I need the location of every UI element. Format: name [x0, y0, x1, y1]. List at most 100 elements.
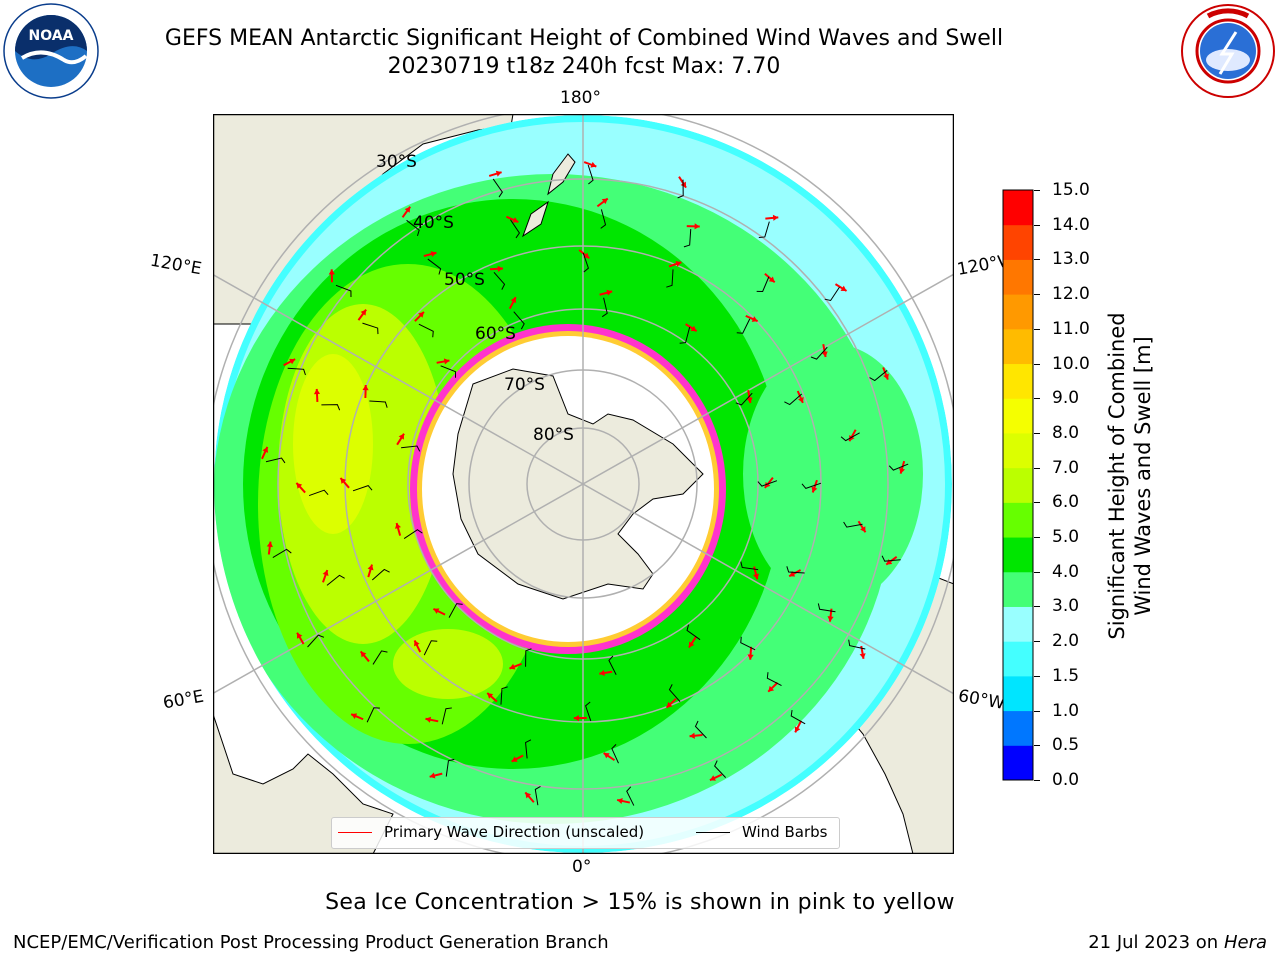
- map-legend: Primary Wave Direction (unscaled) Wind B…: [331, 817, 840, 849]
- colorbar-tick-label: 14.0: [1052, 214, 1090, 235]
- footer-branch: NCEP/EMC/Verification Post Processing Pr…: [13, 932, 609, 953]
- lon-label-180: 180°: [560, 88, 601, 108]
- wave-arrow-head: [322, 570, 329, 576]
- colorbar-tick-mark: [1034, 537, 1040, 539]
- wave-arrow-head: [497, 265, 503, 272]
- wave-arrow-head: [266, 541, 273, 548]
- colorbar-segment: [1003, 224, 1033, 260]
- wind-barb: [686, 624, 701, 641]
- wind-barb: [492, 178, 503, 198]
- noaa-logo: NOAA: [3, 3, 99, 99]
- land-new-zealand: [522, 153, 576, 238]
- wave-arrow-head: [425, 716, 432, 723]
- wave-arrow-head: [899, 467, 905, 474]
- colorbar-tick-mark: [1034, 502, 1040, 504]
- wind-barb: [587, 164, 594, 185]
- colorbar-tick-label: 5.0: [1052, 527, 1080, 548]
- legend-wave-label: Primary Wave Direction (unscaled): [384, 823, 645, 841]
- colorbar-tick-mark: [1034, 571, 1040, 573]
- wind-barb: [510, 219, 521, 239]
- wind-barb: [888, 463, 909, 471]
- wind-barb: [362, 322, 379, 335]
- colorbar-tick-mark: [1034, 224, 1040, 226]
- wind-barb: [840, 432, 860, 442]
- wind-barb: [513, 311, 525, 330]
- wind-barb: [848, 639, 866, 650]
- svg-text:NOAA: NOAA: [29, 28, 74, 44]
- colorbar-segment: [1003, 675, 1033, 712]
- colorbar-border: [1002, 189, 1034, 781]
- wave-arrow-head: [599, 669, 605, 677]
- colorbar-tick-mark: [1034, 745, 1040, 747]
- wave-arrow-head: [395, 523, 401, 529]
- wind-barb: [626, 786, 635, 806]
- wind-barb: [740, 636, 756, 651]
- wind-barb: [766, 672, 782, 687]
- wind-barb: [366, 707, 380, 723]
- wave-arrow-head: [573, 715, 579, 722]
- wind-barb: [335, 284, 352, 298]
- chart-title-line2: 20230719 t18z 240h fcst Max: 7.70: [387, 54, 781, 79]
- wave-arrow-head: [418, 311, 424, 318]
- colorbar-tick-label: 13.0: [1052, 249, 1090, 270]
- wind-barb: [756, 276, 770, 293]
- wind-barb: [352, 485, 373, 492]
- legend-wave-entry: Primary Wave Direction (unscaled): [338, 823, 644, 841]
- wave-arrow-head: [797, 396, 804, 403]
- wind-barb: [493, 271, 506, 290]
- colorbar-tick-label: 15.0: [1052, 180, 1090, 200]
- wind-barb: [308, 489, 329, 497]
- wave-arrow-head: [603, 753, 610, 759]
- wave-arrow-head: [510, 297, 517, 304]
- colorbar-tick-label: 4.0: [1052, 561, 1080, 582]
- wind-barb: [694, 720, 707, 739]
- wind-barb: [740, 561, 759, 571]
- wind-barb: [810, 346, 828, 360]
- wind-barb: [500, 686, 508, 705]
- lat-label-40s: 40°S: [413, 213, 454, 233]
- lon-label-0: 0°: [572, 857, 592, 877]
- colorbar-segment: [1003, 432, 1033, 469]
- wave-arrow-head: [764, 481, 771, 488]
- wave-arrow-head: [753, 573, 760, 580]
- wind-barb: [790, 709, 806, 725]
- land-antarctica: [452, 368, 704, 600]
- colorbar-tick-mark: [1034, 710, 1040, 712]
- wind-barb: [403, 529, 423, 540]
- wind-barb: [525, 648, 532, 667]
- wave-arrow-head: [404, 206, 411, 213]
- wind-barb: [585, 701, 592, 722]
- footer-date: 21 Jul 2023 on Hera: [1088, 932, 1267, 953]
- wind-barb: [448, 603, 463, 618]
- wind-barb: [683, 229, 692, 248]
- nws-logo: [1181, 4, 1275, 98]
- wind-barb: [272, 548, 292, 558]
- colorbar-tick-mark: [1034, 467, 1040, 469]
- wind-barb: [372, 650, 388, 665]
- colorbar-tick-label: 0.5: [1052, 735, 1080, 756]
- wave-arrow-head: [746, 397, 753, 403]
- colorbar-segment: [1003, 641, 1033, 677]
- wind-barb: [824, 286, 840, 302]
- wind-barb: [784, 393, 803, 406]
- wave-arrow-head: [509, 663, 516, 670]
- wave-arrow-head: [340, 477, 347, 484]
- lon-label-60w: 60°W: [956, 686, 1007, 714]
- wind-barb: [881, 555, 901, 562]
- colorbar-tick-mark: [1034, 398, 1040, 400]
- wave-arrow-head: [859, 653, 866, 659]
- colorbar-tick-label: 12.0: [1052, 284, 1090, 305]
- wind-barb: [801, 482, 822, 489]
- wave-arrow-head: [689, 732, 695, 739]
- colorbar-tick-label: 1.0: [1052, 700, 1080, 721]
- colorbar-tick-mark: [1034, 780, 1040, 781]
- chart-title-line1: GEFS MEAN Antarctic Significant Height o…: [164, 26, 1004, 51]
- colorbar-segment: [1003, 398, 1033, 434]
- wind-barb: [714, 760, 727, 778]
- wave-arrow-head: [313, 388, 321, 395]
- wind-barb: [757, 480, 778, 487]
- wind-barb: [786, 566, 805, 574]
- wind-barb: [843, 521, 863, 528]
- wave-arrow-head: [328, 269, 335, 275]
- wave-arrow-head: [675, 260, 682, 267]
